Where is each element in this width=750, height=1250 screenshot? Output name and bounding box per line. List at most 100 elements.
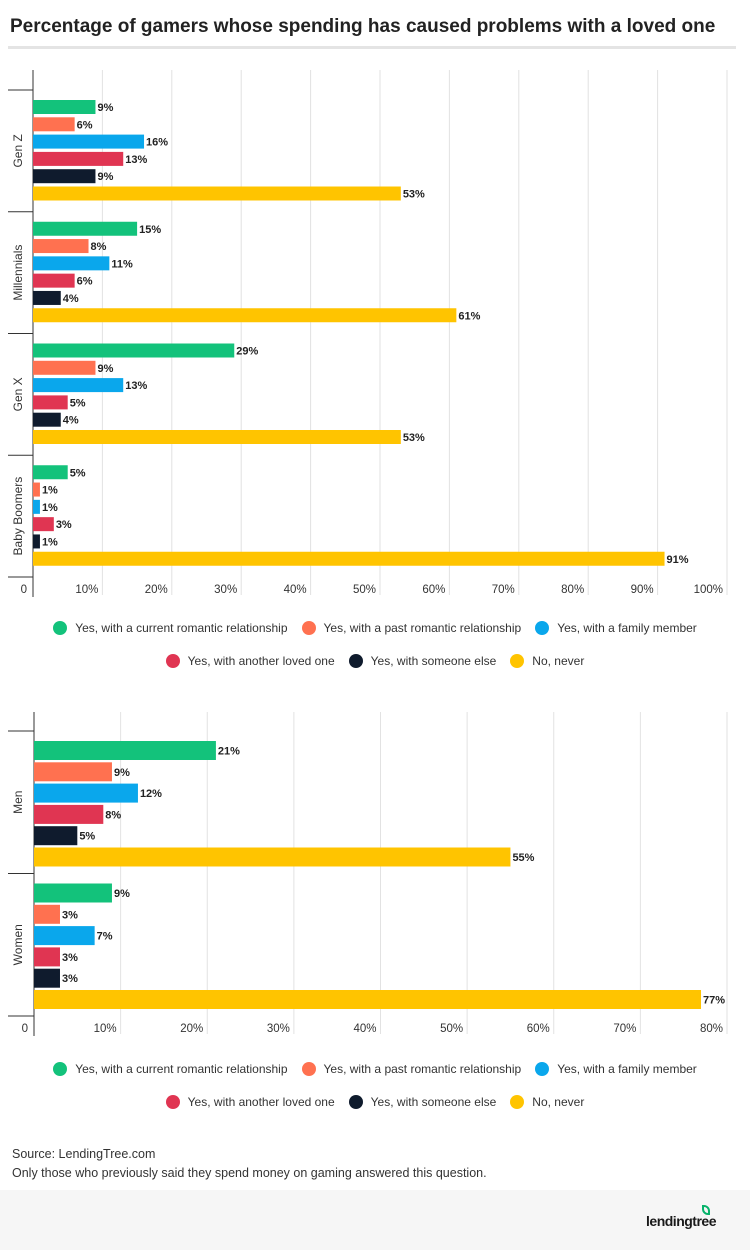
legend-2-row-1: Yes, with a current romantic relationshi…	[0, 1062, 750, 1076]
x-tick-label: 60%	[422, 584, 445, 596]
legend-swatch-icon	[165, 1095, 180, 1109]
footer	[0, 1190, 750, 1250]
legend-item: Yes, with a past romantic relationship	[301, 621, 521, 635]
legend-item: No, never	[510, 1095, 584, 1109]
data-label: 12%	[140, 788, 162, 800]
bar	[33, 534, 40, 549]
data-label: 21%	[218, 746, 240, 758]
category-label: Women	[11, 924, 25, 965]
x-tick-label: 40%	[353, 1023, 376, 1035]
legend-item: Yes, with another loved one	[165, 654, 335, 668]
bar	[34, 804, 104, 824]
x-tick-label: 10%	[94, 1023, 117, 1035]
legend-swatch-icon	[535, 1062, 550, 1076]
category-label: Baby Boomers	[11, 477, 25, 556]
x-tick-label: 0	[22, 1023, 28, 1035]
data-label: 6%	[77, 276, 93, 288]
bar	[33, 273, 75, 288]
data-label: 91%	[667, 554, 689, 566]
bar	[33, 221, 138, 236]
bar	[33, 360, 96, 375]
bar	[33, 465, 68, 480]
data-label: 53%	[403, 432, 425, 444]
x-tick-label: 50%	[440, 1023, 463, 1035]
category-label: Millennials	[11, 245, 25, 301]
legend-label: Yes, with someone else	[370, 1095, 497, 1109]
data-label: 3%	[62, 973, 78, 985]
legend-label: Yes, with a family member	[557, 1062, 697, 1076]
x-tick-label: 60%	[527, 1023, 550, 1035]
data-label: 1%	[42, 536, 58, 548]
legend-item: Yes, with someone else	[348, 1095, 497, 1109]
bar	[34, 968, 60, 988]
data-label: 9%	[97, 171, 113, 183]
bar	[33, 290, 61, 305]
x-tick-label: 0	[21, 584, 27, 596]
data-label: 15%	[139, 224, 161, 236]
legend-label: Yes, with a current romantic relationshi…	[75, 1062, 288, 1076]
bar	[33, 308, 457, 323]
bar	[34, 762, 112, 782]
bar	[34, 741, 216, 760]
data-label: 61%	[458, 310, 480, 322]
x-tick-label: 70%	[613, 1023, 636, 1035]
data-label: 3%	[62, 952, 78, 964]
bar	[33, 378, 124, 393]
legend-swatch-icon	[301, 1062, 316, 1076]
bar	[34, 783, 138, 803]
category-label: Men	[11, 791, 25, 814]
data-label: 1%	[42, 485, 58, 497]
source-note: Source: LendingTree.com Only those who p…	[12, 1145, 487, 1183]
leaf-icon	[702, 1205, 710, 1215]
data-label: 8%	[91, 241, 107, 253]
x-tick-label: 20%	[145, 584, 168, 596]
legend-swatch-icon	[348, 1095, 363, 1109]
data-label: 8%	[105, 809, 121, 821]
legend-item: Yes, with a family member	[535, 621, 697, 635]
legend-2-row-2: Yes, with another loved one Yes, with som…	[0, 1095, 750, 1109]
bar	[33, 134, 145, 149]
bar	[34, 826, 78, 846]
legend-item: Yes, with a past romantic relationship	[301, 1062, 522, 1076]
legend-swatch-icon	[510, 1095, 525, 1109]
bar	[34, 883, 112, 903]
data-label: 5%	[70, 397, 86, 409]
legend-swatch-icon	[348, 654, 363, 668]
data-label: 13%	[125, 154, 147, 166]
data-label: 9%	[114, 888, 130, 900]
category-label: Gen X	[11, 377, 25, 411]
legend-label: No, never	[532, 654, 585, 668]
bar	[33, 412, 61, 427]
data-label: 55%	[512, 852, 534, 864]
data-label: 5%	[70, 467, 86, 479]
title-divider	[8, 46, 736, 49]
bar	[34, 947, 60, 967]
x-tick-label: 100%	[694, 584, 723, 596]
legend-item: Yes, with another loved one	[165, 1095, 335, 1109]
data-label: 16%	[146, 137, 168, 149]
x-tick-label: 10%	[75, 584, 98, 596]
bar	[33, 100, 96, 114]
legend-item: Yes, with a current romantic relationshi…	[53, 1062, 288, 1076]
legend-1-row-1: Yes, with a current romantic relationshi…	[0, 621, 750, 635]
x-tick-label: 20%	[180, 1023, 203, 1035]
legend-swatch-icon	[53, 1062, 68, 1076]
x-tick-label: 70%	[492, 584, 515, 596]
legend-swatch-icon	[53, 621, 68, 635]
chart-gender: 0 10% 20% 30% 40% 50% 60% 70% 80% Men 21% 9% 12% 8% 5%…	[8, 712, 728, 1036]
footnote: Only those who previously said they spen…	[12, 1166, 487, 1180]
legend-label: No, never	[532, 1095, 585, 1109]
legend-swatch-icon	[535, 621, 550, 635]
data-label: 4%	[63, 415, 79, 427]
x-tick-label: 90%	[631, 584, 654, 596]
data-label: 29%	[236, 346, 258, 358]
bar	[34, 904, 60, 924]
legend-label: Yes, with a family member	[557, 621, 697, 635]
x-tick-label: 30%	[267, 1023, 290, 1035]
legend-label: Yes, with a past romantic relationship	[323, 1062, 522, 1076]
lendingtree-logo: lendingtree	[646, 1213, 716, 1229]
legend-item: Yes, with a current romantic relationshi…	[53, 621, 288, 635]
data-label: 6%	[77, 119, 93, 131]
bar	[33, 117, 75, 132]
bar	[33, 482, 40, 497]
